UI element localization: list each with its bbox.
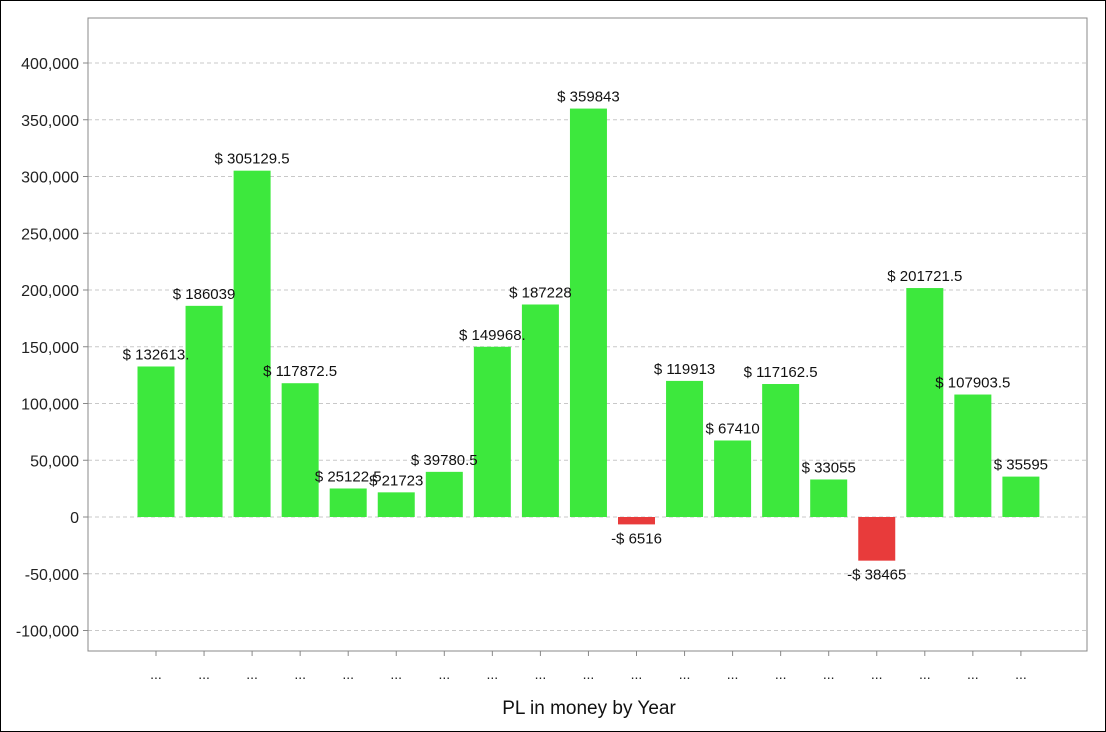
y-axis-ticks: -100,000 -50,000 0 50,000 100,000 150,000 200,… — [16, 56, 88, 641]
bar — [714, 440, 752, 517]
bar — [281, 383, 319, 517]
y-tick-label: 200,000 — [21, 283, 79, 300]
x-tick-label: ... — [583, 666, 595, 682]
data-labels: $ 132613. $ 186039 $ 305129.5 $ 117872.5 $ 2… — [123, 89, 1048, 584]
data-label: $ 107903.5 — [935, 375, 1010, 392]
data-label: -$ 6516 — [611, 530, 662, 547]
x-tick-label: ... — [535, 666, 547, 682]
bar — [377, 492, 415, 517]
x-tick-label: ... — [198, 666, 210, 682]
y-tick-label: 50,000 — [30, 453, 79, 470]
x-tick-label: ... — [967, 666, 979, 682]
bar — [329, 488, 367, 517]
x-tick-label: ... — [727, 666, 739, 682]
x-tick-label: ... — [438, 666, 450, 682]
x-tick-label: ... — [871, 666, 883, 682]
bar — [473, 346, 511, 517]
x-tick-label: ... — [679, 666, 691, 682]
data-label: $ 186039 — [173, 286, 236, 303]
x-tick-label: ... — [631, 666, 643, 682]
data-label: $ 35595 — [994, 457, 1048, 474]
y-tick-label: 350,000 — [21, 113, 79, 130]
data-label: $ 33055 — [802, 459, 856, 476]
data-label: $ 39780.5 — [411, 452, 478, 469]
bar — [425, 471, 463, 517]
data-label: $ 149968. — [459, 327, 526, 344]
data-label: $ 21723 — [369, 472, 423, 489]
y-tick-label: 300,000 — [21, 170, 79, 187]
x-tick-label: ... — [823, 666, 835, 682]
bar — [666, 380, 704, 517]
x-tick-label: ... — [919, 666, 931, 682]
data-label: $ 119913 — [654, 361, 715, 378]
data-label: $ 117162.5 — [744, 364, 818, 381]
data-label: $ 359843 — [557, 89, 620, 106]
data-label: $ 132613. — [123, 346, 190, 363]
bar — [185, 305, 223, 517]
bar — [618, 517, 655, 525]
data-label: -$ 38465 — [847, 567, 906, 584]
bar — [569, 108, 607, 518]
x-tick-label: ... — [150, 666, 162, 682]
y-tick-label: 400,000 — [21, 56, 79, 73]
data-label: $ 67410 — [705, 420, 759, 437]
data-label: $ 25122.5 — [315, 468, 382, 485]
y-tick-label: -50,000 — [25, 567, 79, 584]
x-tick-label: ... — [246, 666, 258, 682]
x-axis-ticks: ........................................… — [150, 651, 1027, 682]
data-label: $ 187228 — [509, 284, 572, 301]
bar — [858, 517, 896, 561]
y-tick-label: 150,000 — [21, 340, 79, 357]
bar — [954, 394, 992, 517]
data-label: $ 305129.5 — [215, 151, 290, 168]
bar — [762, 384, 800, 517]
bars — [137, 108, 1040, 561]
bar — [521, 304, 559, 517]
x-tick-label: ... — [775, 666, 787, 682]
bar — [1002, 476, 1040, 517]
bar — [810, 479, 848, 517]
x-tick-label: ... — [390, 666, 402, 682]
x-tick-label: ... — [1015, 666, 1027, 682]
x-tick-label: ... — [342, 666, 354, 682]
plot-area — [87, 17, 1088, 652]
x-tick-label: ... — [294, 666, 306, 682]
y-tick-label: 0 — [70, 510, 79, 527]
bar — [137, 366, 175, 517]
x-tick-label: ... — [487, 666, 499, 682]
bar — [233, 170, 271, 517]
y-tick-label: -100,000 — [16, 624, 79, 641]
x-axis-title: PL in money by Year — [502, 698, 676, 719]
data-label: $ 117872.5 — [263, 363, 337, 380]
y-tick-label: 100,000 — [21, 397, 79, 414]
bar — [906, 288, 944, 517]
y-tick-label: 250,000 — [21, 226, 79, 243]
data-label: $ 201721.5 — [887, 268, 962, 285]
